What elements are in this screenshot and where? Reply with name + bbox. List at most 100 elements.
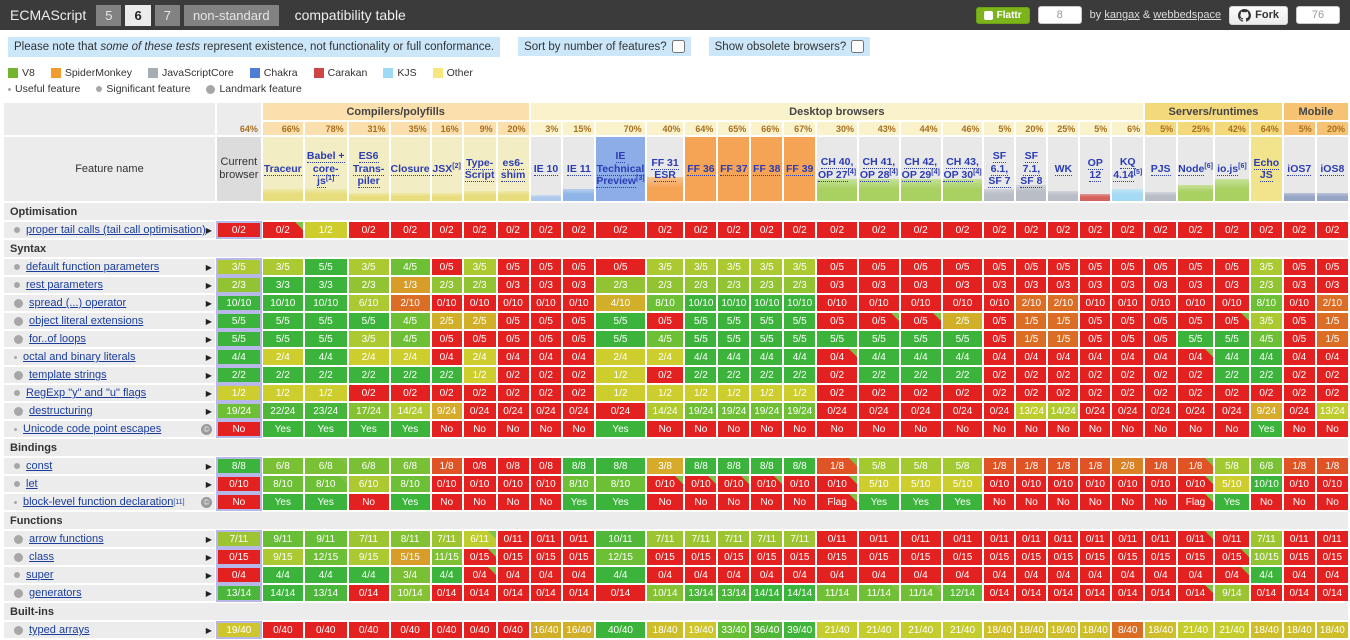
result-cell-ch43[interactable]: 21/40	[942, 622, 983, 638]
result-cell-op12[interactable]: 0/15	[1080, 549, 1111, 565]
result-cell-pjs[interactable]: 0/10	[1145, 476, 1177, 492]
column-link[interactable]: Traceur	[263, 162, 302, 176]
result-cell-ff38[interactable]: 8/8	[751, 458, 783, 474]
result-cell-es6shim[interactable]: 0/2	[497, 367, 529, 383]
result-cell-kq[interactable]: 0/3	[1112, 277, 1144, 293]
result-cell-closure[interactable]: 4/5	[390, 331, 430, 347]
result-cell-ch42[interactable]: 0/2	[900, 385, 941, 401]
result-cell-traceur[interactable]: 22/24	[262, 403, 303, 419]
result-cell-kq[interactable]: 2/8	[1112, 458, 1144, 474]
result-cell-ff37[interactable]: 7/11	[718, 531, 750, 547]
result-cell-sf71[interactable]: 18/40	[1016, 622, 1047, 638]
result-cell-ios8[interactable]: 0/15	[1316, 549, 1348, 565]
result-cell-kq[interactable]: 0/2	[1112, 367, 1144, 383]
column-link[interactable]: Babel +	[306, 150, 345, 164]
result-cell-babel[interactable]: 4/4	[304, 349, 347, 365]
result-cell-ie11[interactable]: 0/15	[563, 549, 595, 565]
feature-link[interactable]: rest parameters	[26, 279, 104, 291]
result-cell-closure[interactable]: 6/8	[390, 458, 430, 474]
result-cell-typescript[interactable]: 2/4	[463, 349, 496, 365]
column-header-traceur[interactable]: Traceur	[262, 137, 303, 201]
result-cell-ietp[interactable]: 40/40	[596, 622, 645, 638]
result-cell-pjs[interactable]: 0/2	[1145, 385, 1177, 401]
result-cell-jsx[interactable]: No	[431, 421, 462, 437]
result-cell-es6shim[interactable]: 0/4	[497, 567, 529, 583]
result-cell-ietp[interactable]: 0/5	[596, 259, 645, 275]
result-cell-op12[interactable]: No	[1080, 421, 1111, 437]
result-cell-iojs[interactable]: 0/24	[1214, 403, 1249, 419]
result-cell-ff38[interactable]: 7/11	[751, 531, 783, 547]
expand-arrow-icon[interactable]: ▶	[205, 534, 212, 544]
result-cell-jsx[interactable]: 2/3	[431, 277, 462, 293]
result-cell-ff39[interactable]: 5/5	[784, 331, 816, 347]
feature-link[interactable]: octal and binary literals	[23, 351, 136, 363]
result-cell-ff31[interactable]: 4/5	[646, 331, 684, 347]
column-link[interactable]: OP 29	[901, 169, 932, 183]
result-cell-ie11[interactable]: 8/8	[563, 458, 595, 474]
result-cell-ff31[interactable]: 0/5	[646, 313, 684, 329]
result-cell-ff31[interactable]: 14/24	[646, 403, 684, 419]
result-cell-current[interactable]: 0/2	[215, 221, 262, 239]
result-cell-ios7[interactable]: 0/5	[1283, 259, 1315, 275]
result-cell-ietp[interactable]: 0/14	[596, 585, 645, 601]
result-cell-wk[interactable]: 2/10	[1048, 295, 1079, 311]
result-cell-pjs[interactable]: 0/24	[1145, 403, 1177, 419]
result-cell-ch40[interactable]: 21/40	[817, 622, 857, 638]
result-cell-ios8[interactable]: 0/2	[1316, 367, 1348, 383]
result-cell-pjs[interactable]: 18/40	[1145, 622, 1177, 638]
result-cell-op12[interactable]: 1/8	[1080, 458, 1111, 474]
result-cell-current[interactable]: 2/2	[215, 366, 262, 384]
result-cell-jsx[interactable]: 7/11	[431, 531, 462, 547]
column-link[interactable]: Preview	[596, 175, 637, 189]
result-cell-ch42[interactable]: Yes	[900, 494, 941, 510]
column-header-iojs[interactable]: io.js[6]	[1214, 137, 1249, 201]
result-cell-kq[interactable]: No	[1112, 421, 1144, 437]
result-cell-traceur[interactable]: 2/4	[262, 349, 303, 365]
result-cell-sf61[interactable]: 0/15	[984, 549, 1015, 565]
result-cell-op12[interactable]: 18/40	[1080, 622, 1111, 638]
result-cell-traceur[interactable]: 8/10	[262, 476, 303, 492]
note-circle-icon[interactable]: ©	[200, 496, 212, 508]
result-cell-node[interactable]: 0/5	[1178, 313, 1213, 329]
column-header-ios8[interactable]: iOS8	[1316, 137, 1348, 201]
result-cell-ie11[interactable]: 0/24	[563, 403, 595, 419]
result-cell-echo[interactable]: 18/40	[1250, 622, 1282, 638]
result-cell-ch40[interactable]: 0/11	[817, 531, 857, 547]
result-cell-node[interactable]: 0/2	[1178, 222, 1213, 238]
result-cell-ch41[interactable]: Yes	[858, 494, 899, 510]
expand-arrow-icon[interactable]: ▶	[205, 388, 212, 398]
result-cell-wk[interactable]: 1/8	[1048, 458, 1079, 474]
result-cell-es6transpiler[interactable]: Yes	[348, 421, 389, 437]
result-cell-closure[interactable]: Yes	[390, 494, 430, 510]
column-header-sf61[interactable]: SF 6.1, SF 7	[984, 137, 1015, 201]
column-header-ff39[interactable]: FF 39	[784, 137, 816, 201]
result-cell-babel[interactable]: 13/14	[304, 585, 347, 601]
result-cell-ff37[interactable]: No	[718, 494, 750, 510]
result-cell-ff38[interactable]: 1/2	[751, 385, 783, 401]
result-cell-pjs[interactable]: 0/14	[1145, 585, 1177, 601]
result-cell-ie11[interactable]: 0/5	[563, 331, 595, 347]
column-link[interactable]: WK	[1054, 162, 1073, 176]
result-cell-babel[interactable]: Yes	[304, 421, 347, 437]
result-cell-kq[interactable]: 0/5	[1112, 331, 1144, 347]
result-cell-iojs[interactable]: 0/5	[1214, 259, 1249, 275]
column-header-wk[interactable]: WK	[1048, 137, 1079, 201]
column-link[interactable]: Script	[464, 169, 495, 182]
column-header-ie10[interactable]: IE 10	[530, 137, 562, 201]
result-cell-es6shim[interactable]: 0/8	[497, 458, 529, 474]
result-cell-ie11[interactable]: No	[563, 421, 595, 437]
result-cell-ff36[interactable]: 2/3	[685, 277, 717, 293]
result-cell-sf71[interactable]: 1/5	[1016, 313, 1047, 329]
result-cell-ff38[interactable]: 0/15	[751, 549, 783, 565]
result-cell-ff37[interactable]: 2/3	[718, 277, 750, 293]
result-cell-ff38[interactable]: 2/3	[751, 277, 783, 293]
column-header-ff38[interactable]: FF 38	[751, 137, 783, 201]
feature-link[interactable]: const	[26, 460, 53, 472]
result-cell-ch42[interactable]: 0/4	[900, 567, 941, 583]
result-cell-op12[interactable]: No	[1080, 494, 1111, 510]
result-cell-ff37[interactable]: 5/5	[718, 331, 750, 347]
column-link[interactable]: 7.1,	[1022, 162, 1041, 176]
result-cell-es6transpiler[interactable]: 0/2	[348, 385, 389, 401]
result-cell-iojs[interactable]: 0/2	[1214, 222, 1249, 238]
result-cell-iojs[interactable]: No	[1214, 421, 1249, 437]
